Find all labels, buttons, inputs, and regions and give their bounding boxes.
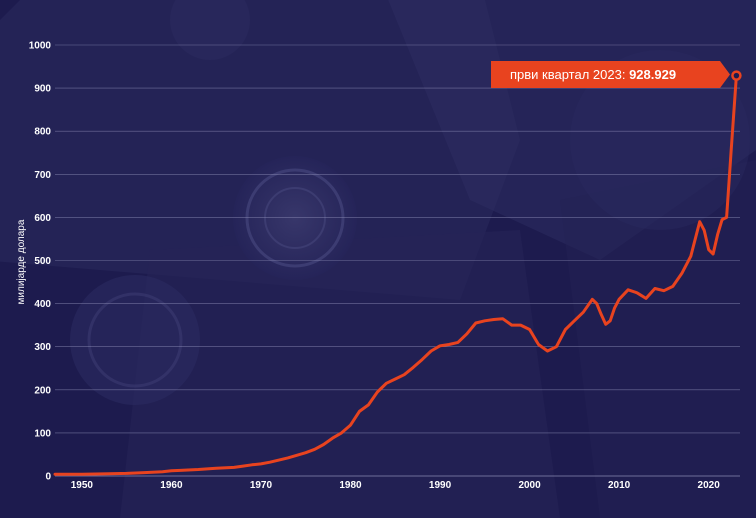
y-tick-label-500: 500	[34, 256, 51, 267]
x-tick-label-1950: 1950	[71, 480, 94, 491]
y-tick-label-900: 900	[34, 84, 51, 95]
y-tick-label-0: 0	[45, 472, 51, 483]
y-tick-label-100: 100	[34, 428, 51, 439]
end-point-marker	[731, 70, 742, 81]
y-axis-ticks: 0 100 200 300 400 500 600 700 800 900 1000	[29, 41, 52, 483]
x-tick-label-2020: 2020	[698, 480, 721, 491]
x-tick-label-1980: 1980	[339, 480, 362, 491]
annotation-callout: први квартал 2023: 928.929	[491, 61, 730, 88]
annotation-pointer	[720, 61, 730, 88]
y-tick-label-400: 400	[34, 299, 51, 310]
y-axis-title: милијарде долара	[16, 219, 27, 304]
y-tick-label-800: 800	[34, 127, 51, 138]
x-axis-ticks: 1950 1960 1970 1980 1990 2000 2010 2020	[71, 480, 720, 491]
annotation-box	[491, 61, 720, 88]
annotation-text: први квартал 2023: 928.929	[510, 67, 676, 82]
y-tick-label-200: 200	[34, 385, 51, 396]
x-tick-label-2010: 2010	[608, 480, 631, 491]
y-tick-label-1000: 1000	[29, 41, 52, 52]
x-tick-label-1960: 1960	[160, 480, 183, 491]
y-tick-label-700: 700	[34, 170, 51, 181]
series-line	[53, 74, 738, 476]
y-tick-label-300: 300	[34, 342, 51, 353]
x-tick-label-2000: 2000	[518, 480, 541, 491]
gridlines	[55, 44, 740, 477]
annotation-value: 928.929	[629, 67, 676, 82]
x-tick-label-1990: 1990	[429, 480, 452, 491]
y-tick-label-600: 600	[34, 213, 51, 224]
annotation-label: први квартал 2023:	[510, 67, 629, 82]
x-tick-label-1970: 1970	[250, 480, 273, 491]
